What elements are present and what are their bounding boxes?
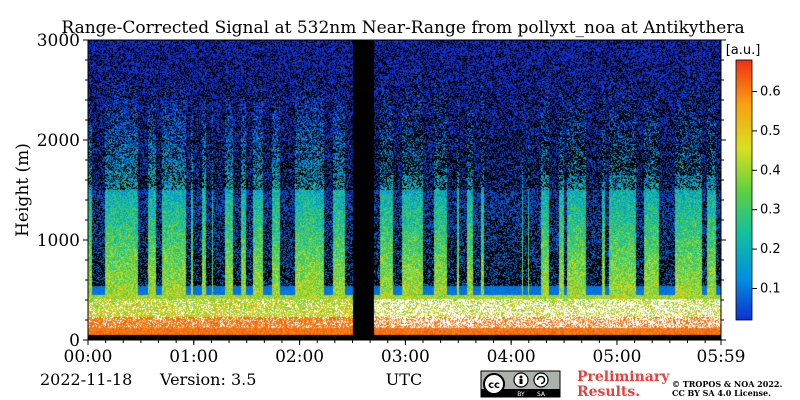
y-axis: 0 1000 2000 3000 <box>37 31 726 351</box>
y-tick-label: 2000 <box>37 131 80 151</box>
cc-logo-icon <box>483 373 505 395</box>
date-label: 2022-11-18 <box>40 370 132 389</box>
copyright-line2: CC BY SA 4.0 License. <box>672 388 771 398</box>
colorbar <box>735 59 753 321</box>
y-tick-label: 1000 <box>37 231 80 251</box>
colorbar-tick-label: 0.6 <box>760 85 781 100</box>
cc-license-badge: cc BY SA <box>480 370 561 398</box>
heatmap-image <box>88 40 721 340</box>
x-tick-label: 03:00 <box>381 347 430 367</box>
preliminary-line2: Results. <box>577 384 640 400</box>
colorbar-tick-label: 0.3 <box>760 203 781 218</box>
x-tick-label: 00:00 <box>64 347 113 367</box>
y-tick-label: 0 <box>69 331 80 351</box>
colorbar-tick-label: 0.5 <box>760 124 781 139</box>
copyright-line1: © TROPOS & NOA 2022. <box>672 379 782 389</box>
sa-icon <box>533 372 549 388</box>
colorbar-label: [a.u.] <box>726 43 761 58</box>
colorbar-tick-label: 0.1 <box>760 281 781 296</box>
x-tick-label: 02:00 <box>275 347 324 367</box>
x-tick-label: 01:00 <box>169 347 218 367</box>
y-tick-label: 3000 <box>37 31 80 51</box>
plot-frame <box>87 39 722 341</box>
x-tick-label: 05:00 <box>592 347 641 367</box>
colorbar-tick-label: 0.4 <box>760 163 781 178</box>
y-axis-label: Height (m) <box>13 143 33 237</box>
sa-label: SA <box>537 391 546 398</box>
by-label: BY <box>517 391 525 398</box>
x-tick-label: 05:59 <box>697 347 746 367</box>
cc-logo-text: cc <box>488 380 500 391</box>
x-tick-label: 04:00 <box>487 347 536 367</box>
version-label: Version: 3.5 <box>159 370 256 389</box>
colorbar-tick-label: 0.2 <box>760 242 781 257</box>
colorbar-ticks: 0.1 0.2 0.3 0.4 0.5 0.6 <box>752 85 781 296</box>
chart-title: Range-Corrected Signal at 532nm Near-Ran… <box>61 18 744 38</box>
x-axis-label: UTC <box>386 370 422 389</box>
x-axis: 00:00 01:00 02:00 03:00 04:00 05:00 05:59 <box>64 40 746 367</box>
heatmap-area <box>88 40 721 340</box>
preliminary-line1: Preliminary <box>577 369 670 385</box>
